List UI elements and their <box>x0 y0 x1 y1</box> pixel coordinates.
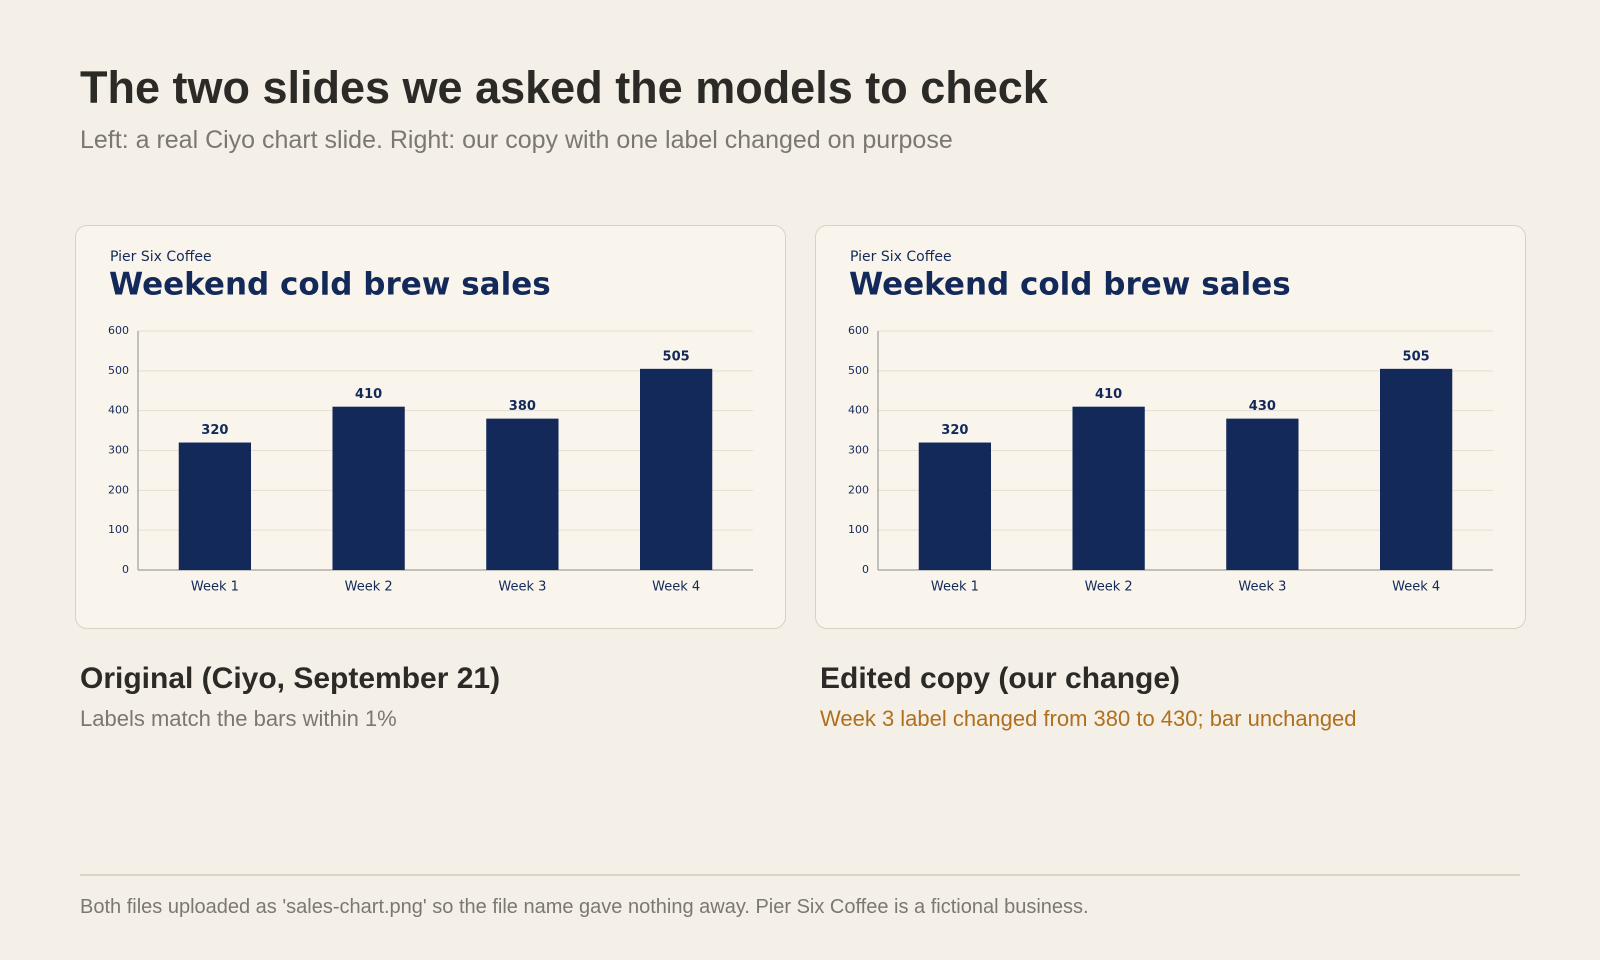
bar <box>918 442 992 570</box>
y-tick-label: 600 <box>108 324 129 337</box>
chart-subtitle: Pier Six Coffee <box>110 249 212 265</box>
x-tick-label: Week 1 <box>191 580 239 595</box>
bar <box>1379 368 1453 570</box>
chart-title: Weekend cold brew sales <box>849 267 1291 303</box>
chart: Pier Six Coffee Weekend cold brew sales 0 1… <box>848 249 1493 595</box>
panel-heading: Edited copy (our change) <box>820 662 1181 695</box>
bar <box>1072 406 1145 570</box>
y-tick-label: 400 <box>848 404 869 417</box>
panel-heading: Original (Ciyo, September 21) <box>80 662 501 695</box>
x-tick-label: Week 1 <box>931 580 979 595</box>
data-label: 320 <box>941 423 968 438</box>
x-tick-label: Week 3 <box>498 580 546 595</box>
x-tick-label: Week 2 <box>345 580 393 595</box>
x-tick-label: Week 3 <box>1238 580 1286 595</box>
data-label: 410 <box>1095 387 1122 402</box>
y-tick-label: 200 <box>108 483 129 496</box>
y-tick-label: 100 <box>848 523 869 536</box>
y-tick-label: 300 <box>108 444 129 457</box>
bar <box>1226 418 1299 570</box>
data-label: 380 <box>509 399 536 414</box>
y-tick-label: 600 <box>848 324 869 337</box>
divider <box>80 874 1520 876</box>
bar <box>639 368 713 570</box>
data-label: 505 <box>663 349 690 364</box>
x-tick-label: Week 2 <box>1085 580 1133 595</box>
x-tick-label: Week 4 <box>652 580 700 595</box>
bar <box>332 406 405 570</box>
chart-subtitle: Pier Six Coffee <box>850 249 952 265</box>
panel-note: Labels match the bars within 1% <box>80 706 397 731</box>
chart-title: Weekend cold brew sales <box>109 267 551 303</box>
y-tick-label: 200 <box>848 483 869 496</box>
y-tick-label: 500 <box>108 364 129 377</box>
y-tick-label: 300 <box>848 444 869 457</box>
y-tick-label: 500 <box>848 364 869 377</box>
chart: Pier Six Coffee Weekend cold brew sales 0 1… <box>108 249 753 595</box>
data-label: 320 <box>201 423 228 438</box>
y-tick-label: 0 <box>862 563 869 576</box>
y-tick-label: 0 <box>122 563 129 576</box>
data-label: 430 <box>1249 399 1276 414</box>
page-subtitle: Left: a real Ciyo chart slide. Right: ou… <box>80 126 953 154</box>
slide-card: Pier Six Coffee Weekend cold brew sales 0 1… <box>75 225 786 629</box>
data-label: 505 <box>1403 349 1430 364</box>
slide-card: Pier Six Coffee Weekend cold brew sales 0 1… <box>815 225 1526 629</box>
x-tick-label: Week 4 <box>1392 580 1440 595</box>
footer-note: Both files uploaded as 'sales-chart.png'… <box>80 896 1089 918</box>
data-label: 410 <box>355 387 382 402</box>
panel-note: Week 3 label changed from 380 to 430; ba… <box>820 706 1357 731</box>
page-title: The two slides we asked the models to ch… <box>80 62 1048 113</box>
y-tick-label: 100 <box>108 523 129 536</box>
y-tick-label: 400 <box>108 404 129 417</box>
bar <box>486 418 559 570</box>
bar <box>178 442 252 570</box>
